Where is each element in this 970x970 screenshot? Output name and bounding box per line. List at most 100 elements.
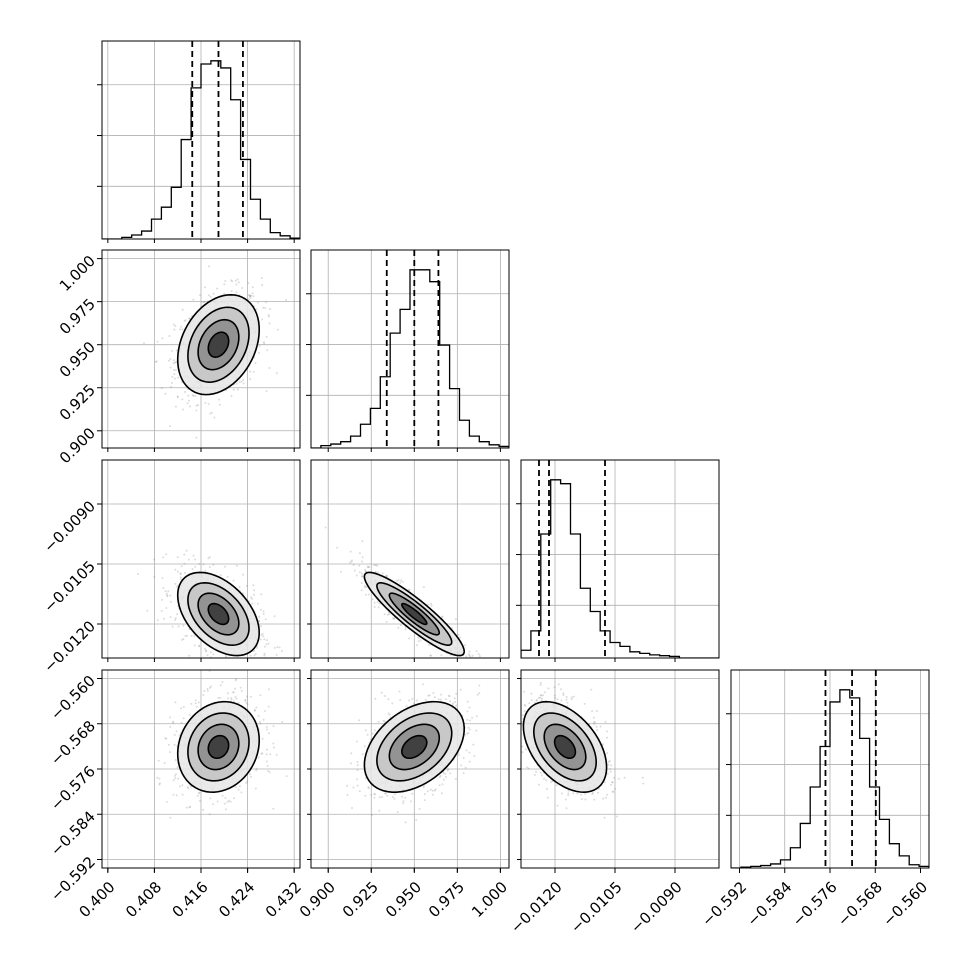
- scatter-point: [172, 369, 175, 371]
- contour-line: [187, 712, 250, 782]
- scatter-point: [169, 366, 172, 369]
- histogram-frame: [520, 459, 720, 659]
- scatter-point: [476, 676, 478, 678]
- scatter-point: [540, 694, 543, 697]
- scatter-point: [580, 793, 583, 796]
- scatter-point: [469, 665, 471, 667]
- scatter-point: [601, 743, 604, 746]
- scatter-point: [228, 799, 230, 802]
- scatter-point: [438, 776, 441, 779]
- scatter-point: [275, 372, 278, 375]
- scatter-point: [365, 593, 367, 596]
- contour-line: [388, 592, 441, 636]
- scatter-point: [179, 572, 182, 575]
- scatter-point: [422, 586, 425, 589]
- scatter-point: [232, 691, 235, 694]
- scatter-point: [186, 634, 188, 637]
- scatter-point: [176, 396, 179, 398]
- scatter-point: [173, 361, 176, 364]
- scatter-point: [273, 746, 275, 749]
- scatter-point: [539, 771, 542, 774]
- scatter-point: [223, 292, 226, 295]
- scatter-point: [603, 781, 606, 784]
- scatter-point: [401, 580, 404, 583]
- scatter-point: [185, 549, 188, 552]
- scatter-point: [172, 359, 175, 362]
- scatter-panel-2-1: [311, 460, 509, 678]
- scatter-point: [393, 797, 396, 800]
- scatter-point: [247, 282, 250, 285]
- scatter-point: [233, 700, 235, 703]
- scatter-point: [253, 650, 256, 652]
- scatter-point: [467, 659, 469, 661]
- contour-line: [401, 602, 428, 626]
- scatter-point: [249, 654, 252, 657]
- scatter-point: [404, 821, 407, 824]
- scatter-point: [262, 341, 265, 344]
- scatter-point: [278, 646, 281, 649]
- scatter-point: [169, 425, 171, 428]
- scatter-point: [215, 658, 217, 660]
- scatter-point: [155, 360, 158, 363]
- scatter-point: [255, 769, 258, 772]
- scatter-point: [182, 624, 185, 627]
- scatter-point: [209, 686, 211, 689]
- scatter-point: [236, 388, 239, 391]
- scatter-point: [365, 586, 368, 588]
- scatter-point: [263, 638, 266, 641]
- scatter-point: [212, 803, 215, 806]
- contour-line: [388, 723, 441, 771]
- scatter-point: [260, 752, 263, 755]
- scatter-point: [467, 732, 470, 734]
- scatter-point: [281, 650, 283, 653]
- scatter-point: [251, 292, 254, 295]
- scatter-point: [485, 675, 487, 677]
- scatter-point: [434, 788, 437, 791]
- scatter-point: [250, 596, 253, 599]
- scatter-point: [265, 390, 268, 392]
- scatter-point: [453, 697, 456, 700]
- scatter-point: [482, 665, 484, 667]
- scatter-point: [203, 300, 206, 303]
- scatter-point: [172, 779, 175, 782]
- scatter-point: [259, 721, 261, 723]
- scatter-point: [174, 405, 177, 408]
- scatter-point: [197, 701, 200, 704]
- scatter-point: [487, 672, 489, 674]
- scatter-point: [173, 774, 176, 777]
- scatter-point: [455, 704, 458, 707]
- scatter-point: [185, 806, 188, 809]
- scatter-point: [437, 698, 440, 701]
- scatter-point: [249, 695, 252, 698]
- scatter-point: [175, 794, 178, 797]
- scatter-point: [153, 558, 156, 561]
- scatter-point: [180, 325, 183, 328]
- scatter-point: [441, 615, 444, 618]
- scatter-point: [181, 398, 184, 401]
- scatter-point: [207, 557, 210, 560]
- scatter-point: [262, 306, 265, 309]
- scatter-point: [393, 793, 396, 796]
- scatter-point: [391, 702, 394, 705]
- scatter-point: [219, 574, 222, 577]
- scatter-point: [356, 769, 359, 772]
- scatter-point: [179, 573, 182, 576]
- scatter-point: [266, 728, 268, 731]
- histogram-panel-3: [731, 670, 929, 868]
- scatter-point: [247, 298, 250, 301]
- scatter-point: [165, 592, 168, 595]
- scatter-point: [202, 808, 205, 811]
- scatter-point: [431, 793, 434, 796]
- scatter-point: [374, 793, 376, 796]
- scatter-point: [356, 784, 359, 787]
- scatter-point: [263, 645, 266, 648]
- scatter-point: [535, 770, 538, 773]
- scatter-point: [241, 287, 244, 289]
- scatter-point: [259, 722, 262, 725]
- scatter-point: [155, 360, 158, 363]
- scatter-point: [445, 698, 447, 701]
- scatter-point: [418, 808, 421, 810]
- scatter-point: [373, 564, 376, 567]
- scatter-point: [235, 382, 238, 385]
